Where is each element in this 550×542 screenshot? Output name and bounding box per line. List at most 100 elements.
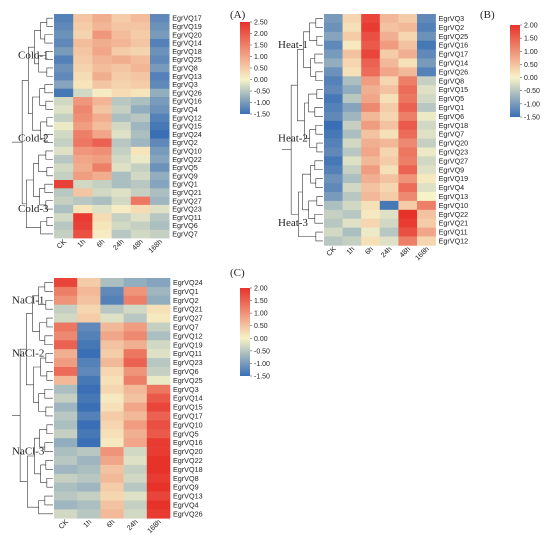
heatmap-cell: [111, 88, 132, 98]
heatmap-cell: [54, 14, 74, 23]
dendrogram-branch: [44, 183, 53, 193]
heatmap-cell: [73, 213, 93, 222]
column-label: 168h: [145, 517, 163, 535]
heatmap-cell: [379, 165, 399, 175]
dendrogram-branch: [40, 221, 53, 235]
row-label: EgrVQ1: [439, 103, 465, 112]
heatmap-cell: [77, 420, 101, 430]
heatmap-cell: [324, 192, 343, 202]
heatmap-cell: [150, 229, 170, 239]
heatmap-cell: [150, 55, 170, 65]
heatmap-cell: [54, 464, 78, 475]
heatmap-cell: [361, 227, 381, 237]
heatmap-cell: [100, 411, 124, 421]
heatmap-cell: [150, 22, 170, 31]
heatmap-cell: [379, 40, 399, 50]
heatmap-cell: [123, 491, 148, 501]
heatmap-cell: [379, 156, 399, 166]
heatmap-cell: [361, 174, 381, 184]
column-label: 168h: [146, 237, 164, 255]
heatmap-cell: [324, 120, 343, 130]
row-label: EgrVQ10: [439, 201, 469, 210]
heatmap-cell: [111, 72, 132, 81]
colorbar-tick-label: 1.50: [254, 298, 268, 305]
dendrogram-branch: [45, 460, 53, 470]
dendrogram-branch: [315, 231, 323, 242]
dendrogram-branch: [298, 191, 316, 237]
dendrogram-branch: [316, 89, 323, 99]
heatmap-cell: [111, 188, 132, 197]
heatmap-cell: [361, 218, 381, 228]
heatmap-cell: [111, 163, 132, 172]
heatmap-cell: [54, 358, 78, 368]
heatmap-cell: [398, 183, 418, 193]
heatmap-cell: [111, 138, 132, 148]
heatmap-cell: [54, 447, 78, 457]
heatmap-cell: [92, 121, 112, 131]
dendrogram-branch: [39, 429, 47, 448]
heatmap-cell: [54, 278, 78, 288]
heatmap-cell: [77, 482, 101, 492]
colorbar-tick-label: 0.50: [524, 62, 538, 69]
heatmap-cell: [123, 509, 148, 519]
heatmap-cell: [342, 227, 362, 237]
heatmap-cell: [361, 129, 381, 139]
heatmap-cell: [342, 58, 362, 68]
heatmap-cell: [146, 384, 171, 394]
heatmap-cell: [324, 111, 343, 122]
heatmap-cell: [150, 88, 170, 98]
dendrogram-branch: [39, 188, 46, 206]
heatmap-cell: [150, 121, 170, 131]
column-label: CK: [57, 517, 71, 531]
dendrogram-branch: [40, 22, 47, 40]
heatmap-cell: [417, 94, 436, 104]
heatmap-cell: [77, 322, 101, 332]
column-label: 1h: [344, 244, 356, 256]
heatmap-cell: [146, 313, 171, 323]
heatmap-cell: [146, 349, 171, 359]
heatmap-cell: [417, 218, 436, 228]
heatmap-cell: [361, 85, 381, 95]
heatmap-cell: [324, 85, 343, 95]
heatmap-cell: [92, 72, 112, 81]
row-label: EgrVQ4: [439, 183, 465, 192]
heatmap-cell: [123, 278, 148, 288]
heatmap-cell: [150, 63, 170, 73]
dendrogram-branch: [310, 165, 316, 184]
heatmap-cell: [77, 278, 101, 288]
heatmap-cell: [417, 156, 436, 166]
heatmap-cell: [150, 213, 170, 222]
heatmap-cell: [73, 204, 93, 214]
heatmap-cell: [417, 129, 436, 139]
heatmap-cell: [54, 47, 74, 56]
heatmap-cell: [146, 286, 171, 297]
heatmap-cell: [77, 429, 101, 439]
heatmap-cell: [54, 393, 78, 403]
heatmap-cell: [398, 209, 418, 219]
heatmap-cell: [324, 14, 343, 24]
row-label: EgrVQ22: [173, 456, 203, 465]
heatmap-cell: [92, 38, 112, 48]
dendrogram-branch: [46, 371, 53, 381]
heatmap-cell: [130, 221, 151, 231]
heatmap-cell: [398, 174, 418, 184]
heatmap-cell: [324, 49, 343, 59]
heatmap-cell: [324, 138, 343, 148]
dendrogram-branch: [45, 299, 53, 310]
heatmap-cell: [73, 130, 93, 139]
row-label: EgrVQ23: [439, 147, 469, 156]
heatmap-cell: [92, 171, 112, 181]
heatmap-cell: [123, 456, 148, 466]
heatmap-cell: [54, 180, 74, 189]
heatmap-cell: [111, 146, 132, 156]
dendrogram-branch: [315, 71, 323, 82]
column-label: 24h: [125, 517, 140, 532]
row-label: EgrVQ20: [173, 447, 203, 456]
heatmap-cell: [54, 473, 78, 483]
heatmap-cell: [54, 163, 74, 172]
heatmap-cell: [54, 97, 74, 106]
colorbar-tick-label: -0.50: [524, 88, 540, 95]
heatmap-cell: [398, 165, 418, 175]
heatmap-cell: [342, 183, 362, 193]
